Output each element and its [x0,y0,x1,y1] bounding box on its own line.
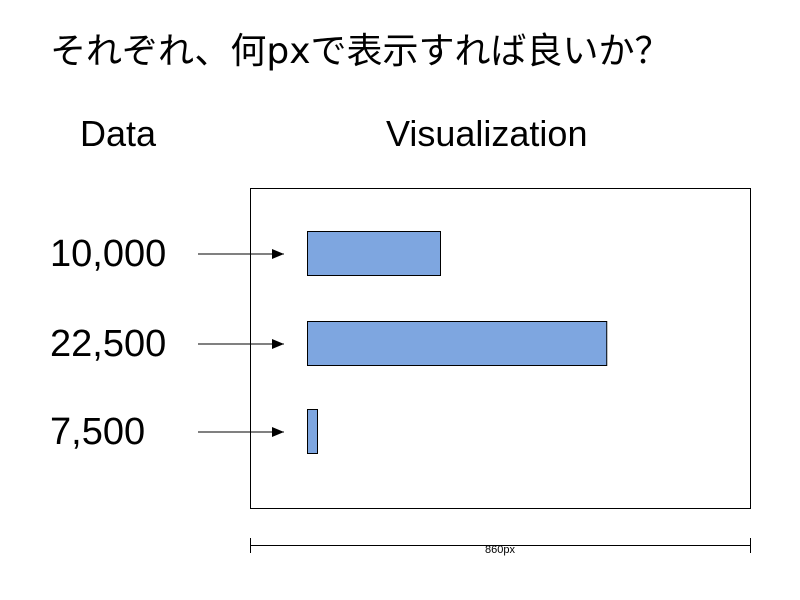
data-column-header: Data [80,113,157,154]
slide-title: それぞれ、何pxで表示すれば良いか？ [50,31,671,72]
bar-2 [307,321,608,366]
data-value-1: 10,000 [50,233,167,275]
visualization-column-header: Visualization [386,113,588,154]
bar-1 [307,231,441,276]
bar-3 [307,409,318,454]
bars-group [307,231,608,454]
visualization-frame [250,188,751,509]
data-value-3: 7,500 [50,411,146,453]
data-value-2: 22,500 [50,323,167,365]
dimension-label: 860px [485,544,515,556]
